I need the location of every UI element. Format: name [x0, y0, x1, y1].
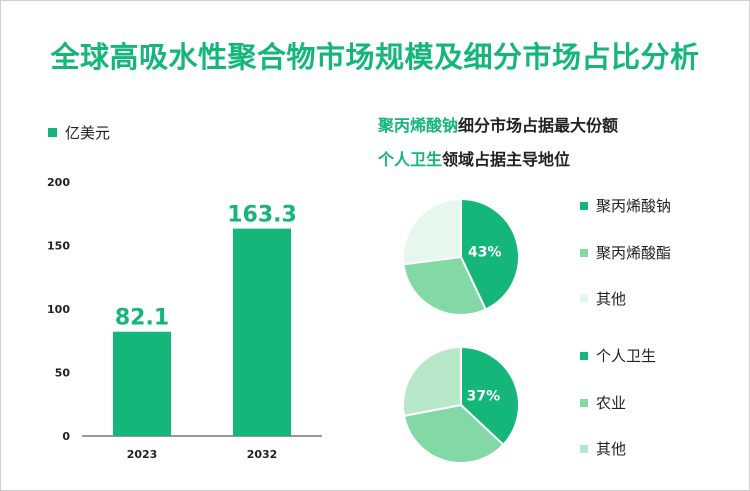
pie1-legend-label: 聚丙烯酸钠 — [596, 197, 672, 215]
pie1-slice — [402, 255, 488, 316]
bar-legend: 亿美元 — [48, 122, 110, 143]
pie2-legend-label: 个人卫生 — [596, 347, 657, 365]
pie2-legend-item: 农业 — [580, 392, 626, 413]
pie1-legend-label: 聚丙烯酸酯 — [596, 244, 672, 262]
pie1-legend-item: 其他 — [580, 288, 626, 309]
headline-2-highlight: 个人卫生 — [378, 150, 443, 169]
bar — [113, 331, 171, 436]
headline-2: 个人卫生领域占据主导地位 — [378, 146, 570, 170]
y-tick-label: 0 — [62, 430, 70, 443]
pie1-legend-label: 其他 — [596, 290, 627, 308]
headline-1: 聚丙烯酸钠细分市场占据最大份额 — [378, 112, 618, 136]
pie2-legend-swatch — [580, 444, 588, 453]
pie2-legend-label: 农业 — [596, 394, 627, 412]
pie1-slice — [460, 197, 520, 311]
pie1-legend-item: 聚丙烯酸钠 — [580, 195, 671, 216]
pie1-legend-item: 聚丙烯酸酯 — [580, 242, 671, 263]
pie1-slice-label: 43% — [468, 245, 502, 261]
bar-value-label: 82.1 — [115, 306, 169, 331]
y-tick-label: 100 — [47, 303, 70, 316]
pie2-legend-swatch — [580, 351, 588, 360]
pie2-slice — [460, 345, 520, 447]
pie2-slice — [402, 345, 462, 418]
headline-2-text: 领域占据主导地位 — [442, 150, 571, 169]
headline-1-text: 细分市场占据最大份额 — [458, 116, 619, 135]
headline-1-highlight: 聚丙烯酸钠 — [378, 116, 459, 135]
x-tick-label: 2023 — [127, 448, 158, 461]
bar-legend-label: 亿美元 — [65, 124, 111, 142]
y-tick-label: 200 — [47, 176, 70, 189]
bar-value-label: 163.3 — [227, 203, 297, 228]
page-title: 全球高吸水性聚合物市场规模及细分市场占比分析 — [50, 40, 700, 74]
pie2-legend-item: 个人卫生 — [580, 345, 656, 366]
pie1-legend-swatch — [580, 294, 588, 303]
pie2-legend-swatch — [580, 398, 588, 407]
pie1-legend-swatch — [580, 201, 588, 210]
pie1-slice — [402, 197, 462, 266]
y-tick-label: 50 — [55, 367, 71, 380]
x-tick-label: 2032 — [247, 448, 278, 461]
bar — [233, 228, 291, 436]
pie2-legend-label: 其他 — [596, 440, 627, 458]
pie2-legend-item: 其他 — [580, 438, 626, 459]
pie1-legend-swatch — [580, 248, 588, 257]
pie2-slice-label: 37% — [467, 388, 501, 404]
y-tick-label: 150 — [47, 240, 70, 253]
bar-legend-swatch — [48, 128, 57, 137]
pie2-slice — [402, 403, 505, 464]
